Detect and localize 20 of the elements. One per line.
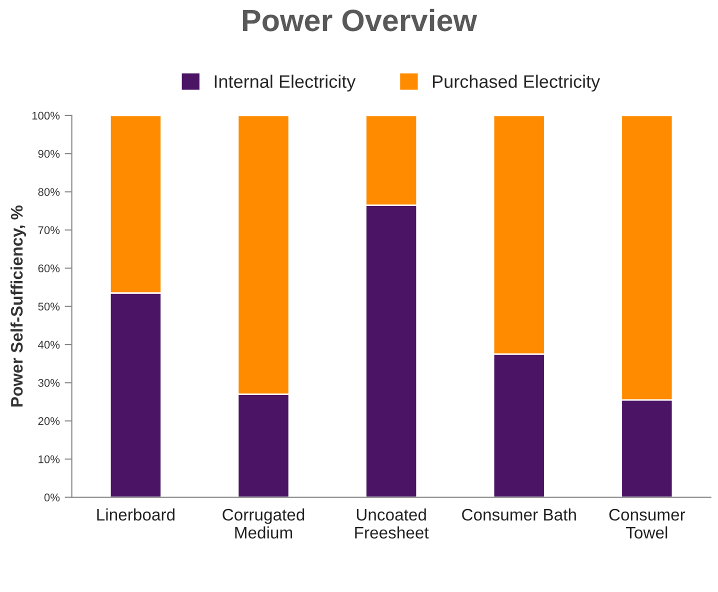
x-tick-label: Linerboard xyxy=(97,508,174,521)
y-tick-label: 70% xyxy=(38,226,60,234)
x-tick-label: Corrugated Medium xyxy=(222,508,304,539)
y-tick-label: 50% xyxy=(38,302,60,310)
y-tick-label: 60% xyxy=(38,264,60,272)
y-tick-label: 80% xyxy=(38,188,60,196)
y-tick-label: 40% xyxy=(38,340,60,349)
y-tick-label: 10% xyxy=(38,455,60,464)
x-tick-label: Consumer Bath xyxy=(462,508,576,521)
y-tick-label: 30% xyxy=(38,378,60,387)
y-tick-label: 100% xyxy=(32,112,60,120)
x-tick-label: Consumer Towel xyxy=(609,508,686,539)
legend-label: Internal Electricity xyxy=(214,74,356,92)
chart-title: Power Overview xyxy=(243,8,478,32)
y-tick-label: 0% xyxy=(44,494,60,502)
y-axis-title: Power Self-Sufficiency, % xyxy=(10,206,26,407)
y-tick-label: 90% xyxy=(38,150,60,158)
x-tick-label: Uncoated Freesheet xyxy=(355,508,429,539)
y-tick-label: 20% xyxy=(38,417,60,426)
legend-label: Purchased Electricity xyxy=(433,74,600,92)
